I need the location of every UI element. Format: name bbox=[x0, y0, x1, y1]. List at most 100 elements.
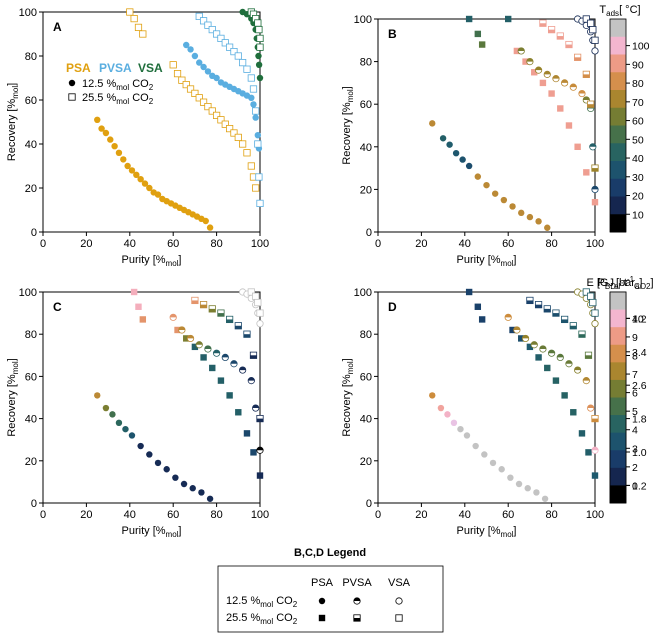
data-point bbox=[574, 143, 581, 150]
colorbar-tick-label: 70 bbox=[632, 97, 644, 109]
colorbar-tick-label: 6 bbox=[632, 388, 638, 400]
colorbar-tick-label: 2.6 bbox=[632, 380, 647, 392]
data-point bbox=[561, 392, 568, 399]
x-tick-label: 60 bbox=[502, 238, 514, 250]
data-point bbox=[182, 81, 190, 89]
x-tick-label: 0 bbox=[375, 238, 381, 250]
data-point bbox=[139, 30, 147, 38]
data-point bbox=[250, 449, 257, 456]
panel-b: 0 20 40 60 80 100 0 20 40 60 80 100 Purity [%mol] Rec… bbox=[341, 14, 604, 268]
data-point bbox=[217, 309, 225, 317]
data-point bbox=[137, 442, 144, 450]
data-point bbox=[556, 353, 564, 362]
colorbar-tick-label: 0.2 bbox=[632, 480, 647, 492]
data-point bbox=[133, 171, 140, 178]
plot-frame bbox=[42, 11, 261, 233]
data-point bbox=[541, 495, 549, 502]
data-point bbox=[474, 173, 482, 180]
colorbar-tick-label: 1.0 bbox=[632, 447, 647, 459]
data-point bbox=[439, 135, 447, 142]
data-point bbox=[526, 343, 534, 351]
y-tick-label: 0 bbox=[366, 227, 372, 239]
y-tick-label: 80 bbox=[360, 57, 372, 69]
data-point bbox=[472, 442, 479, 450]
colorbar-tick-label: 30 bbox=[632, 172, 644, 184]
legend-marker-open-square bbox=[68, 93, 76, 101]
data-point bbox=[94, 116, 101, 124]
data-point bbox=[526, 296, 534, 305]
data-point bbox=[163, 466, 170, 473]
data-point bbox=[582, 377, 590, 385]
legend-marker bbox=[353, 597, 361, 605]
x-tick-label: 60 bbox=[167, 509, 179, 521]
data-point bbox=[213, 349, 221, 357]
colorbar-label: E [GJel·t-1CO2] bbox=[586, 275, 653, 291]
y-axis-label: Recovery [%mol] bbox=[341, 86, 355, 164]
data-point bbox=[109, 411, 116, 418]
data-point bbox=[465, 15, 473, 23]
data-point bbox=[200, 354, 207, 361]
data-point bbox=[457, 425, 464, 433]
colorbar-segment bbox=[610, 72, 626, 91]
data-point bbox=[535, 354, 542, 361]
legend-header: PSA bbox=[311, 577, 334, 589]
data-point bbox=[578, 430, 586, 437]
panel-c: 0 20 40 60 80 100 0 20 40 60 80 100 Purity [%mol] Rec… bbox=[6, 287, 269, 539]
data-point bbox=[483, 181, 490, 189]
data-point bbox=[230, 48, 238, 56]
colorbar-tick-label: 4 bbox=[632, 425, 638, 437]
y-axis-label: Recovery [%mol] bbox=[6, 83, 20, 161]
data-point bbox=[243, 149, 251, 157]
data-point bbox=[531, 69, 538, 76]
x-tick-label: 80 bbox=[210, 509, 222, 521]
x-tick-label: 40 bbox=[459, 238, 471, 250]
data-point bbox=[235, 409, 242, 416]
y-tick-label: 20 bbox=[25, 183, 37, 195]
legend-title: B,C,D Legend bbox=[294, 547, 366, 559]
plot-frame bbox=[42, 291, 261, 504]
data-point bbox=[585, 449, 592, 456]
y-tick-label: 100 bbox=[354, 14, 372, 26]
data-point bbox=[444, 411, 451, 418]
colorbar-segment bbox=[610, 415, 626, 434]
data-point bbox=[107, 136, 114, 143]
colorbar-segment bbox=[610, 467, 626, 486]
data-point bbox=[130, 288, 138, 296]
legend-marker bbox=[395, 597, 403, 605]
data-point bbox=[474, 303, 482, 310]
x-tick-label: 20 bbox=[415, 509, 427, 521]
colorbar-tick-label: 1 bbox=[632, 480, 638, 492]
data-point bbox=[226, 43, 234, 51]
data-point bbox=[226, 315, 234, 324]
data-point bbox=[524, 485, 531, 492]
data-point bbox=[255, 61, 263, 68]
colorbar-segment bbox=[610, 54, 626, 73]
legend-header: PVSA bbox=[342, 577, 372, 589]
data-point bbox=[124, 162, 131, 170]
series-psa-25-5-co2 bbox=[126, 8, 260, 192]
series-psa-12-5-co2 bbox=[94, 392, 214, 502]
data-point bbox=[200, 63, 207, 71]
data-point bbox=[183, 41, 190, 49]
series-vsa-25-5-co2 bbox=[247, 288, 264, 317]
colorbar-tick-label: 5 bbox=[632, 406, 638, 418]
data-point bbox=[587, 404, 595, 412]
colorbar-segment bbox=[610, 143, 626, 162]
data-point bbox=[186, 85, 195, 93]
data-point bbox=[221, 120, 229, 128]
data-point bbox=[561, 79, 569, 87]
x-tick-label: 60 bbox=[167, 238, 179, 250]
data-point bbox=[239, 140, 247, 148]
colorbar-frame bbox=[609, 291, 627, 504]
data-point bbox=[256, 446, 264, 454]
data-point bbox=[115, 419, 123, 427]
data-point bbox=[217, 34, 225, 43]
data-point bbox=[526, 213, 534, 221]
data-point bbox=[500, 196, 508, 204]
data-point bbox=[135, 303, 142, 310]
legend-box bbox=[217, 565, 444, 633]
y-tick-label: 40 bbox=[25, 414, 37, 426]
colorbar-segment bbox=[610, 379, 626, 398]
legend-psa: PSA bbox=[66, 61, 91, 75]
x-tick-label: 40 bbox=[124, 238, 136, 250]
